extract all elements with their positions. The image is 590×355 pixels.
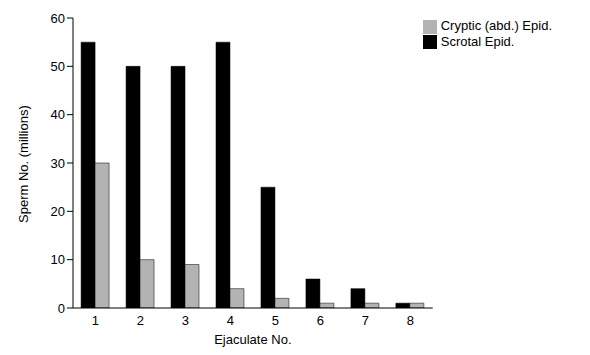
svg-text:6: 6 bbox=[317, 313, 324, 328]
svg-text:0: 0 bbox=[58, 301, 65, 316]
html-text:Cryptic (abd.) Epid.: Cryptic (abd.) Epid. bbox=[440, 18, 552, 33]
svg-text:20: 20 bbox=[51, 204, 65, 219]
html-text:Scrotal Epid.: Scrotal Epid. bbox=[440, 33, 515, 49]
svg-text:4: 4 bbox=[227, 313, 234, 328]
svg-text:30: 30 bbox=[51, 156, 65, 171]
svg-text:50: 50 bbox=[51, 59, 65, 74]
svg-text:1: 1 bbox=[92, 313, 99, 328]
svg-text:2: 2 bbox=[137, 313, 144, 328]
svg-text:60: 60 bbox=[51, 11, 65, 26]
svg-text:Ejaculate No.: Ejaculate No. bbox=[214, 332, 291, 347]
svg-text:3: 3 bbox=[182, 313, 189, 328]
svg-text:10: 10 bbox=[51, 252, 65, 267]
svg-text:7: 7 bbox=[362, 313, 369, 328]
svg-text:8: 8 bbox=[407, 313, 414, 328]
svg-text:40: 40 bbox=[51, 107, 65, 122]
svg-text:5: 5 bbox=[272, 313, 279, 328]
svg-text:Sperm No. (millions): Sperm No. (millions) bbox=[16, 105, 31, 223]
